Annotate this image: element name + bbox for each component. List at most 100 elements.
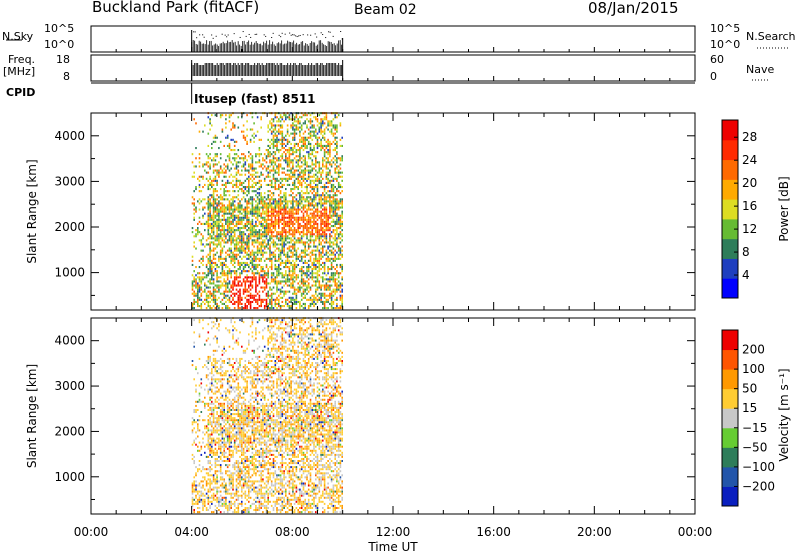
power-cell: [248, 155, 250, 158]
power-cell: [285, 233, 287, 236]
power-cell: [327, 151, 329, 154]
power-cell: [315, 214, 317, 217]
power-cell: [233, 300, 236, 303]
power-cell: [281, 218, 284, 221]
power-cell: [336, 161, 338, 164]
power-cell: [281, 251, 284, 254]
power-cell: [253, 241, 255, 244]
power-cell: [311, 212, 314, 215]
power-cell: [274, 253, 277, 256]
power-cell: [230, 247, 232, 250]
power-cell: [230, 257, 232, 260]
power-cell: [226, 272, 229, 275]
power-cell: [218, 284, 220, 287]
power-cell: [297, 118, 299, 121]
power-cell: [302, 229, 305, 232]
power-cell: [246, 263, 248, 266]
power-cell: [255, 235, 257, 238]
power-cell: [212, 280, 215, 283]
power-cell: [279, 114, 282, 117]
power-cell: [278, 130, 280, 133]
power-cell: [214, 198, 217, 201]
power-cell: [309, 169, 312, 172]
power-cell: [258, 259, 261, 262]
power-cell: [258, 222, 261, 225]
power-cell: [320, 118, 322, 121]
power-cell: [322, 294, 324, 297]
power-cell: [267, 257, 269, 260]
velocity-cell: [216, 360, 218, 362]
power-cell: [233, 280, 236, 283]
power-cell: [233, 157, 236, 160]
power-cell: [263, 282, 266, 285]
power-cell: [288, 214, 291, 217]
power-cell: [316, 194, 319, 197]
power-cell: [300, 268, 303, 271]
power-cell: [293, 286, 296, 289]
power-cell: [204, 198, 206, 201]
power-cell: [191, 231, 194, 234]
power-cell: [315, 255, 317, 258]
power-cell: [265, 204, 268, 207]
power-cell: [216, 263, 218, 266]
power-cell: [316, 208, 319, 211]
power-cell: [283, 247, 285, 250]
power-cell: [216, 202, 218, 205]
power-cell: [263, 225, 266, 228]
power-cell: [300, 282, 303, 285]
power-cell: [211, 307, 213, 310]
power-cell: [276, 167, 278, 170]
power-cell: [290, 216, 292, 219]
power-cell: [197, 276, 199, 279]
power-cell: [263, 298, 266, 301]
power-cell: [297, 222, 299, 225]
power-cell: [221, 210, 224, 213]
power-cell: [297, 212, 299, 215]
power-cell: [293, 288, 296, 291]
power-cell: [195, 294, 197, 297]
velocity-cell: [195, 384, 197, 387]
power-cell: [248, 183, 250, 186]
power-cell: [269, 165, 271, 168]
power-cell: [244, 288, 247, 291]
power-cell: [300, 255, 303, 258]
power-cell: [297, 161, 299, 164]
power-cell: [327, 229, 329, 232]
power-cell: [325, 286, 328, 289]
power-cell: [300, 225, 303, 228]
power-cell: [272, 165, 275, 168]
power-cell: [270, 298, 273, 301]
power-cell: [279, 288, 282, 291]
power-cell: [313, 245, 315, 248]
power-cell: [235, 243, 238, 246]
power-cell: [300, 181, 303, 184]
power-cell: [318, 249, 321, 252]
power-cell: [242, 227, 245, 230]
power-cell: [307, 177, 310, 180]
power-cell: [255, 288, 257, 291]
power-cell: [316, 161, 319, 164]
velocity-cell: [209, 441, 211, 444]
power-cell: [316, 218, 319, 221]
nsearch-dot: [295, 35, 297, 37]
power-cell: [334, 206, 336, 209]
power-cell: [237, 171, 240, 174]
power-cell: [233, 167, 236, 170]
power-cell: [292, 286, 294, 289]
power-cell: [325, 212, 328, 215]
power-cell: [311, 175, 314, 178]
power-cell: [216, 298, 218, 301]
power-cell: [219, 280, 222, 283]
power-cell: [316, 247, 319, 250]
power-cell: [337, 173, 340, 176]
power-cell: [292, 132, 294, 135]
power-cell: [281, 126, 284, 129]
power-cell: [214, 134, 217, 137]
power-cell: [315, 134, 317, 137]
power-cell: [219, 276, 222, 279]
power-cell: [253, 198, 255, 201]
power-cell: [214, 270, 217, 273]
velocity-cell: [214, 335, 217, 338]
power-cell: [320, 298, 322, 301]
power-cell: [255, 239, 257, 242]
